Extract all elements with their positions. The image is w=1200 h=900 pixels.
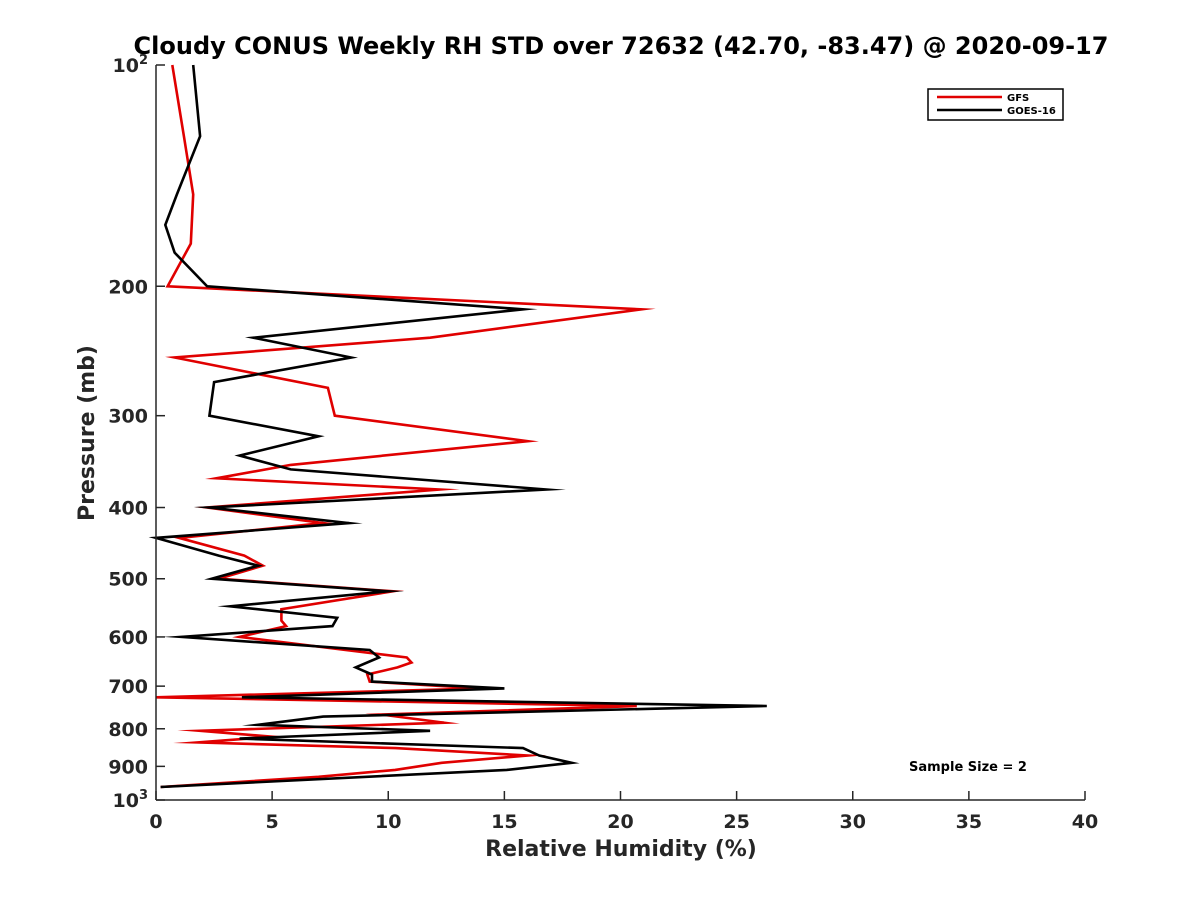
x-axis-label: Relative Humidity (%) xyxy=(485,837,757,862)
x-tick-label: 35 xyxy=(956,811,982,833)
x-tick-label: 15 xyxy=(491,811,517,833)
chart-title: Cloudy CONUS Weekly RH STD over 72632 (4… xyxy=(134,32,1109,60)
y-tick-label: 500 xyxy=(108,569,148,591)
y-tick-label: 800 xyxy=(108,719,148,741)
y-tick-label: 102 xyxy=(113,53,149,77)
x-tick-label: 0 xyxy=(149,811,162,833)
series-line-goes16 xyxy=(148,64,767,789)
series-line-gfs xyxy=(155,64,656,789)
y-tick-label: 400 xyxy=(108,498,148,520)
y-tick-label: 700 xyxy=(108,676,148,698)
legend-box xyxy=(927,88,1064,121)
x-ticks: 0 5 10 15 20 25 30 35 40 xyxy=(149,791,1098,833)
x-tick-label: 10 xyxy=(375,811,401,833)
x-tick-label: 20 xyxy=(607,811,633,833)
y-tick-label: 200 xyxy=(108,276,148,298)
y-tick-label: 600 xyxy=(108,627,148,649)
x-tick-label: 25 xyxy=(723,811,749,833)
x-tick-label: 30 xyxy=(840,811,866,833)
y-tick-label: 103 xyxy=(113,788,149,812)
y-tick-label: 900 xyxy=(108,756,148,778)
y-axis-label: Pressure (mb) xyxy=(75,345,100,521)
y-tick-label: 300 xyxy=(108,406,148,428)
sample-size-annotation: Sample Size = 2 xyxy=(909,760,1027,775)
series-layer xyxy=(148,64,767,789)
legend-goes16-label: GOES-16 xyxy=(1007,106,1056,117)
x-tick-label: 40 xyxy=(1072,811,1098,833)
legend: GFS GOES-16 xyxy=(927,88,1064,121)
x-tick-label: 5 xyxy=(266,811,279,833)
legend-gfs-label: GFS xyxy=(1007,93,1029,104)
y-ticks: 102 200 300 400 500 600 700 800 900 103 xyxy=(108,53,165,812)
